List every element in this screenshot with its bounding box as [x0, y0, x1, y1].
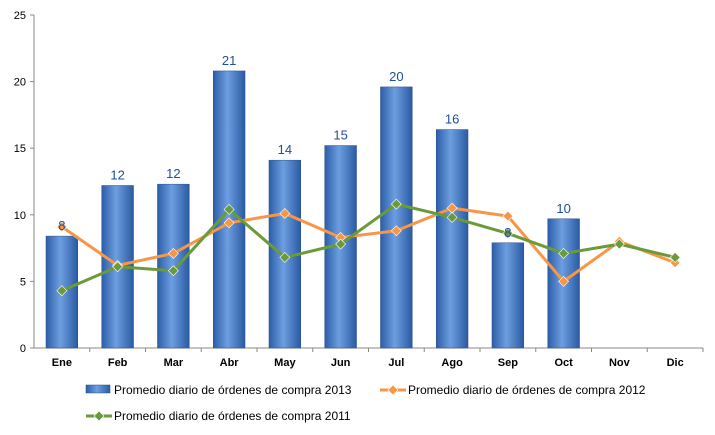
point-marker	[390, 198, 402, 210]
x-tick-label: Oct	[554, 357, 573, 369]
data-labels: 8 12 12 21 14 15 20 16 8 10	[58, 53, 571, 240]
data-label: 12	[166, 166, 180, 181]
point-marker	[335, 238, 347, 250]
x-tick-label: Mar	[164, 357, 184, 369]
legend-marker	[93, 410, 105, 422]
point-marker	[613, 238, 625, 250]
x-tick-label: Nov	[609, 357, 631, 369]
line-series	[56, 198, 681, 297]
point-marker	[279, 251, 291, 263]
point-marker	[112, 261, 124, 273]
y-tick-label: 0	[20, 343, 26, 355]
legend-label: Promedio diario de órdenes de compra 201…	[114, 409, 351, 423]
y-tick-label: 15	[14, 143, 26, 155]
legend-label: Promedio diario de órdenes de compra 201…	[408, 383, 646, 397]
x-tick-label: Sep	[498, 357, 518, 369]
x-tick-label: Feb	[108, 357, 128, 369]
bar	[45, 235, 79, 349]
point-marker	[669, 251, 681, 263]
data-label: 8	[504, 225, 511, 240]
legend-marker	[387, 384, 399, 396]
y-tick-label: 5	[20, 276, 26, 288]
bar	[435, 129, 469, 349]
y-tick-label: 10	[14, 210, 26, 222]
x-tick-label: Ene	[52, 357, 72, 369]
bar	[380, 86, 413, 349]
data-label: 21	[222, 53, 236, 68]
series-line	[61, 206, 676, 283]
axes: 0 5 10 15 20 25 Ene Feb Mar Abr May Jun Jul Ago Sep Oct…	[14, 10, 704, 369]
point-marker	[223, 217, 235, 229]
point-marker	[56, 221, 68, 233]
point-marker	[223, 204, 235, 215]
legend-swatch	[85, 384, 111, 394]
data-label: 16	[445, 112, 459, 127]
point-marker	[390, 225, 402, 237]
data-label: 10	[556, 201, 570, 216]
point-marker	[167, 265, 179, 277]
y-tick-label: 25	[14, 10, 26, 22]
x-tick-label: Ago	[441, 357, 463, 369]
x-tick-label: Dic	[667, 357, 684, 369]
x-tick-label: Abr	[220, 357, 240, 369]
legend: Promedio diario de órdenes de compra 201…	[85, 383, 646, 423]
legend-label: Promedio diario de órdenes de compra 201…	[114, 383, 352, 397]
point-marker	[446, 212, 458, 223]
point-marker	[279, 208, 291, 219]
data-label: 14	[278, 142, 292, 157]
x-tick-label: Jul	[388, 357, 404, 369]
x-tick-label: Jun	[331, 357, 351, 369]
bar-series	[45, 70, 580, 349]
point-marker	[167, 248, 179, 259]
point-marker	[502, 228, 514, 239]
data-label: 8	[58, 218, 65, 233]
x-tick-label: May	[274, 357, 296, 369]
bar	[491, 242, 525, 349]
point-marker	[56, 285, 68, 297]
data-label: 12	[110, 167, 124, 182]
data-label: 20	[389, 69, 403, 84]
y-tick-label: 20	[14, 77, 26, 89]
point-marker	[558, 275, 570, 287]
point-marker	[558, 248, 570, 259]
series-line	[61, 202, 676, 293]
point-marker	[502, 210, 514, 222]
data-label: 15	[333, 128, 347, 143]
